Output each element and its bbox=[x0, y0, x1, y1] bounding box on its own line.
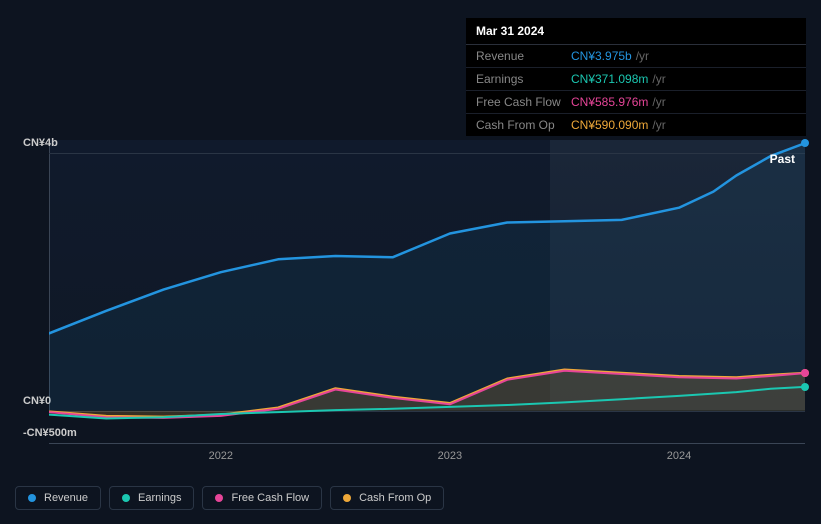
legend-label: Revenue bbox=[44, 492, 88, 504]
tooltip-value: CN¥585.976m bbox=[571, 95, 648, 109]
tooltip-unit: /yr bbox=[652, 72, 665, 86]
y-tick-label: CN¥0 bbox=[23, 395, 51, 407]
tooltip-label: Earnings bbox=[476, 72, 571, 86]
legend-item[interactable]: Earnings bbox=[109, 486, 194, 510]
legend-item[interactable]: Revenue bbox=[15, 486, 101, 510]
legend-dot-icon bbox=[343, 494, 351, 502]
tooltip-date: Mar 31 2024 bbox=[466, 18, 806, 45]
tooltip-row: Cash From OpCN¥590.090m/yr bbox=[466, 114, 806, 136]
tooltip-row: Free Cash FlowCN¥585.976m/yr bbox=[466, 91, 806, 114]
x-tick-label: 2022 bbox=[209, 450, 233, 462]
series-end-dot bbox=[801, 369, 809, 377]
tooltip-value: CN¥371.098m bbox=[571, 72, 648, 86]
tooltip-label: Free Cash Flow bbox=[476, 95, 571, 109]
series-area bbox=[49, 143, 805, 411]
x-tick-label: 2024 bbox=[667, 450, 691, 462]
legend-label: Cash From Op bbox=[359, 492, 431, 504]
tooltip-label: Cash From Op bbox=[476, 118, 571, 132]
legend-item[interactable]: Free Cash Flow bbox=[202, 486, 322, 510]
series-end-dot bbox=[801, 139, 809, 147]
legend-item[interactable]: Cash From Op bbox=[330, 486, 444, 510]
tooltip-row: EarningsCN¥371.098m/yr bbox=[466, 68, 806, 91]
tooltip-value: CN¥590.090m bbox=[571, 118, 648, 132]
tooltip-unit: /yr bbox=[652, 95, 665, 109]
legend: Revenue Earnings Free Cash Flow Cash From O… bbox=[15, 486, 444, 510]
legend-label: Free Cash Flow bbox=[231, 492, 309, 504]
chart-lines bbox=[49, 140, 805, 443]
tooltip-unit: /yr bbox=[636, 49, 649, 63]
legend-label: Earnings bbox=[138, 492, 181, 504]
x-axis: 2022 2023 2024 bbox=[49, 443, 805, 463]
chart: Past CN¥4bCN¥0-CN¥500m 202220232024 bbox=[15, 140, 805, 445]
series-end-dot bbox=[801, 383, 809, 391]
past-label: Past bbox=[770, 152, 795, 166]
tooltip-label: Revenue bbox=[476, 49, 571, 63]
tooltip-unit: /yr bbox=[652, 118, 665, 132]
tooltip-row: RevenueCN¥3.975b/yr bbox=[466, 45, 806, 68]
legend-dot-icon bbox=[28, 494, 36, 502]
x-tick-label: 2023 bbox=[438, 450, 462, 462]
tooltip-panel: Mar 31 2024 RevenueCN¥3.975b/yrEarningsC… bbox=[466, 18, 806, 136]
legend-dot-icon bbox=[215, 494, 223, 502]
tooltip-value: CN¥3.975b bbox=[571, 49, 632, 63]
legend-dot-icon bbox=[122, 494, 130, 502]
